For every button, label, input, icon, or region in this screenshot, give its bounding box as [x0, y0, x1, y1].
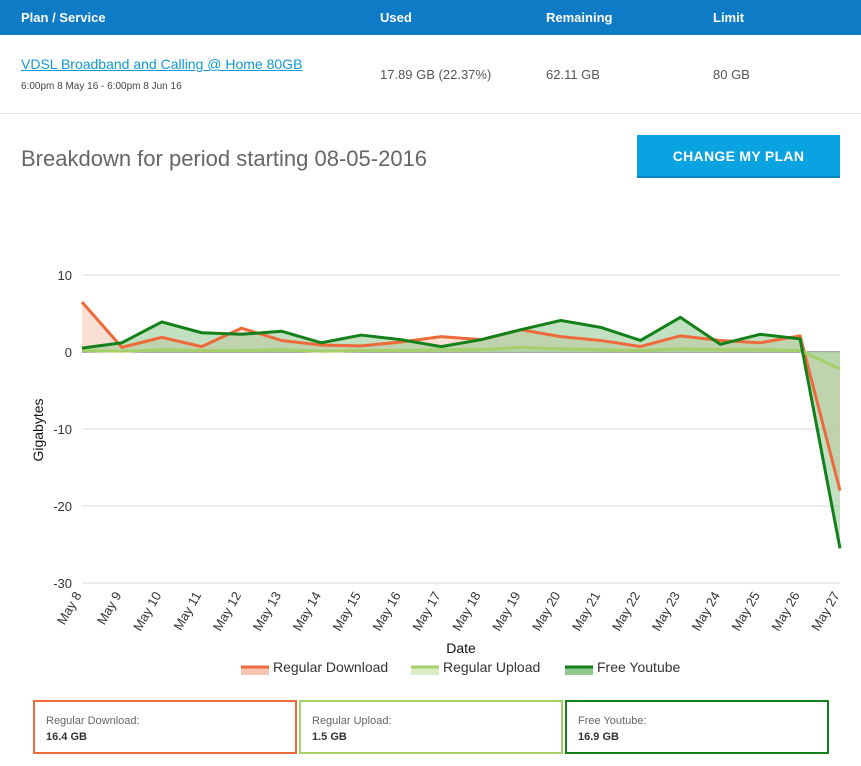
- summary-download-label: Regular Download:: [46, 715, 140, 727]
- summary-download-value: 16.4 GB: [46, 731, 87, 743]
- x-tick-label: May 11: [170, 589, 204, 633]
- x-tick-label: May 26: [768, 589, 802, 633]
- x-tick-label: May 19: [489, 589, 523, 633]
- line-regular-upload: [81, 345, 841, 371]
- x-tick-label: May 17: [409, 589, 443, 633]
- legend-swatch: [565, 668, 593, 675]
- legend-swatch: [241, 668, 269, 675]
- x-tick-label: May 21: [569, 589, 603, 633]
- summary-download-box: Regular Download: 16.4 GB: [33, 700, 297, 754]
- x-tick-label: May 13: [250, 589, 284, 633]
- plan-row: VDSL Broadband and Calling @ Home 80GB 6…: [0, 35, 861, 114]
- x-tick-label: May 27: [808, 589, 842, 633]
- header-limit: Limit: [713, 10, 745, 25]
- remaining-value: 62.11 GB: [546, 67, 600, 82]
- change-plan-button[interactable]: CHANGE MY PLAN: [637, 135, 840, 178]
- summary-youtube-label: Free Youtube:: [578, 715, 647, 727]
- summary-youtube-value: 16.9 GB: [578, 731, 619, 743]
- plan-period: 6:00pm 8 May 16 - 6:00pm 8 Jun 16: [21, 81, 182, 92]
- limit-value: 80 GB: [713, 67, 750, 82]
- area-free-youtube: [82, 317, 840, 549]
- x-tick-label: May 23: [649, 589, 683, 633]
- summary-upload-value: 1.5 GB: [312, 731, 347, 743]
- header-plan-service: Plan / Service: [21, 10, 106, 25]
- x-tick-label: May 16: [369, 589, 403, 633]
- summary-upload-label: Regular Upload:: [312, 715, 392, 727]
- y-tick-label: -20: [53, 499, 72, 514]
- legend-swatch: [411, 668, 439, 675]
- x-tick-label: May 20: [529, 589, 563, 633]
- breakdown-title: Breakdown for period starting 08-05-2016: [21, 146, 428, 171]
- y-tick-label: 10: [58, 268, 72, 283]
- x-tick-label: May 9: [94, 589, 125, 627]
- used-value: 17.89 GB (22.37%): [380, 67, 492, 82]
- summary-upload-box: Regular Upload: 1.5 GB: [299, 700, 563, 754]
- x-axis-title: Date: [446, 640, 476, 656]
- plan-name-link[interactable]: VDSL Broadband and Calling @ Home 80GB: [21, 56, 303, 72]
- y-tick-label: 0: [65, 345, 72, 360]
- x-tick-label: May 14: [290, 589, 324, 633]
- x-tick-label: May 10: [130, 589, 164, 633]
- table-header: Plan / Service Used Remaining Limit: [0, 0, 861, 35]
- x-tick-label: May 24: [689, 589, 723, 633]
- summary-youtube-box: Free Youtube: 16.9 GB: [565, 700, 829, 754]
- line-free-youtube: [81, 315, 842, 549]
- x-tick-label: May 12: [210, 589, 244, 633]
- x-tick-label: May 8: [54, 589, 85, 627]
- legend-label: Regular Download: [273, 659, 388, 675]
- y-axis-title: Gigabytes: [30, 398, 46, 461]
- legend-label: Free Youtube: [597, 659, 681, 675]
- header-remaining: Remaining: [546, 10, 613, 25]
- y-tick-label: -10: [53, 422, 72, 437]
- x-tick-label: May 22: [609, 589, 643, 633]
- x-tick-label: May 25: [728, 589, 762, 633]
- x-tick-label: May 15: [330, 589, 364, 633]
- header-used: Used: [380, 10, 412, 25]
- y-tick-label: -30: [53, 576, 72, 591]
- legend-label: Regular Upload: [443, 659, 540, 675]
- x-tick-label: May 18: [449, 589, 483, 633]
